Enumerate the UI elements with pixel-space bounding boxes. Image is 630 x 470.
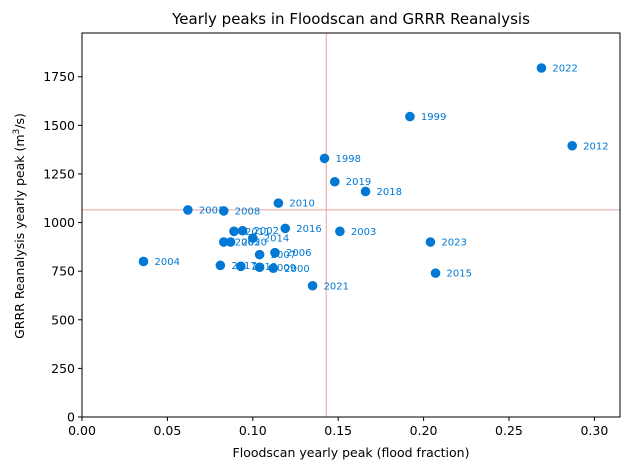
y-tick-label: 500 — [51, 312, 75, 327]
data-point — [183, 205, 193, 215]
y-tick-label: 0 — [67, 410, 75, 425]
point-label: 2010 — [289, 199, 314, 210]
point-label: 2021 — [324, 281, 349, 292]
y-axis-label-main: GRRR Reanalysis yearly peak (m — [12, 134, 27, 338]
data-point — [237, 225, 248, 236]
data-point — [273, 198, 284, 208]
point-labels: 2022 1999 2012 1998 2019 2018 2010 2001 2008 2016… — [154, 63, 608, 292]
point-label: 2002 — [254, 226, 279, 237]
data-point — [536, 63, 547, 73]
point-label: 2014 — [264, 234, 289, 245]
point-label: 2023 — [441, 238, 466, 249]
point-label: 2019 — [346, 177, 371, 188]
y-tick-label: 1500 — [43, 118, 75, 133]
point-label: 2009 — [271, 263, 296, 274]
x-tick-label: 0.15 — [324, 423, 352, 438]
x-tick-label: 0.30 — [580, 423, 608, 438]
data-point — [430, 268, 441, 278]
y-axis-ticks: 0 250 500 750 1000 1250 1500 1750 — [43, 69, 82, 425]
data-point — [225, 237, 236, 247]
point-label: 2020 — [242, 238, 267, 249]
point-label: 2007 — [271, 250, 296, 261]
data-point — [215, 260, 226, 271]
data-point — [229, 226, 239, 237]
point-label: 2013 — [252, 262, 277, 273]
x-tick-label: 0.00 — [68, 423, 96, 438]
y-tick-label: 750 — [51, 264, 75, 279]
data-point — [218, 237, 229, 247]
point-label: 2016 — [296, 224, 321, 235]
data-point — [425, 237, 436, 247]
data-point — [280, 223, 291, 234]
point-label: 2015 — [447, 269, 472, 280]
point-label: 2012 — [583, 141, 608, 152]
point-label: 1998 — [336, 154, 361, 165]
x-tick-label: 0.05 — [153, 423, 181, 438]
x-axis-ticks: 0.00 0.05 0.10 0.15 0.20 0.25 0.30 — [68, 417, 608, 438]
data-point — [567, 140, 577, 151]
point-label: 2011 — [245, 227, 270, 238]
point-label: 2004 — [154, 257, 179, 268]
point-label: 2017 — [231, 261, 256, 272]
data-point — [236, 261, 246, 272]
data-point — [270, 247, 280, 258]
y-tick-label: 250 — [51, 361, 75, 376]
y-axis-label: GRRR Reanalysis yearly peak (m3/s) — [12, 113, 27, 339]
data-point — [319, 153, 330, 164]
point-label: 2000 — [284, 264, 309, 275]
reference-lines — [82, 33, 620, 417]
y-tick-label: 1750 — [43, 69, 75, 84]
point-label: 2005 — [235, 238, 260, 249]
x-tick-label: 0.25 — [495, 423, 523, 438]
point-label: 1999 — [421, 112, 446, 123]
data-point — [360, 186, 371, 197]
data-points — [138, 63, 577, 291]
point-label: 2018 — [377, 187, 402, 198]
data-point — [405, 111, 415, 122]
point-label: 2001 — [199, 205, 224, 216]
x-axis-label: Floodscan yearly peak (flood fraction) — [233, 445, 470, 460]
point-label: 2022 — [552, 63, 577, 74]
x-tick-label: 0.20 — [410, 423, 438, 438]
data-point — [329, 176, 340, 187]
y-tick-label: 1250 — [43, 166, 75, 181]
data-point — [307, 280, 318, 291]
data-point — [138, 256, 149, 267]
point-label: 2008 — [235, 206, 260, 217]
data-point — [335, 226, 345, 237]
chart-title: Yearly peaks in Floodscan and GRRR Reana… — [171, 10, 530, 28]
data-point — [254, 249, 265, 260]
y-axis-label-end: /s) — [12, 113, 27, 129]
point-label: 2006 — [286, 248, 311, 259]
data-point — [254, 262, 265, 273]
data-point — [268, 263, 279, 274]
x-tick-label: 0.10 — [239, 423, 267, 438]
data-point — [218, 206, 229, 216]
point-label: 2003 — [351, 227, 376, 238]
data-point — [247, 233, 258, 243]
y-axis-label-sup: 3 — [12, 129, 22, 135]
y-tick-label: 1000 — [43, 215, 75, 230]
plot-frame — [81, 32, 621, 418]
